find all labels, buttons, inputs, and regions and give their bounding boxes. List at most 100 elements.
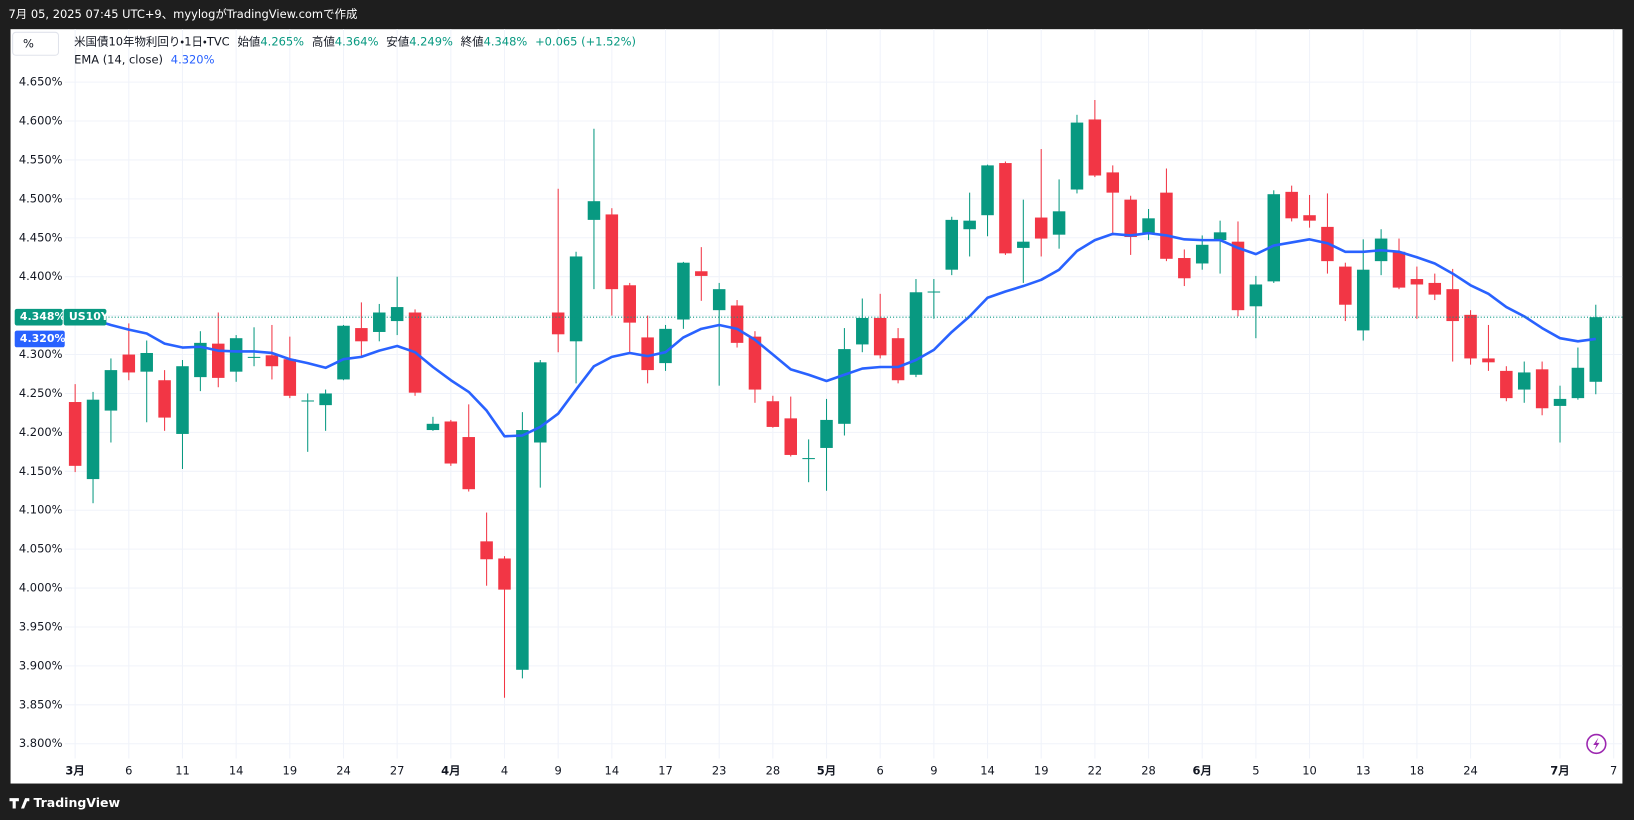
candle-body [1446, 289, 1459, 322]
x-tick-label: 6 [125, 764, 132, 778]
y-tick-label: 3.900% [19, 658, 63, 672]
x-tick-label: 19 [1034, 764, 1049, 778]
x-tick-label: 11 [175, 764, 190, 778]
legend-low-label: 安値 [386, 34, 409, 48]
candle-body [730, 305, 744, 343]
y-tick-label: 4.300% [19, 347, 63, 361]
candle-body [766, 401, 780, 427]
legend-ema: EMA (14, close) 4.320% [74, 52, 214, 66]
candle-body [569, 256, 583, 342]
x-tick-label: 19 [283, 764, 298, 778]
candle-body [337, 325, 350, 380]
x-tick-label: 7 [1610, 764, 1617, 778]
y-tick-label: 4.550% [19, 152, 63, 166]
candle-body [1267, 194, 1281, 282]
candle-body [1285, 191, 1298, 219]
candle-body [444, 421, 458, 464]
price-badge [14, 308, 63, 326]
candle-body [301, 400, 314, 402]
candle-body [534, 362, 547, 443]
candle-body [587, 201, 601, 220]
candle-body [1124, 199, 1137, 238]
x-tick-label: 23 [712, 764, 727, 778]
candle-body [158, 380, 171, 418]
candle-body [176, 366, 189, 434]
legend-low: 4.249% [409, 34, 453, 48]
candle-body [462, 437, 475, 490]
x-tick-label: 28 [766, 764, 781, 778]
x-tick-label: 14 [229, 764, 244, 778]
legend-open-label: 始値 [237, 34, 260, 48]
candle-body [945, 219, 959, 270]
x-tick-label: 14 [980, 764, 995, 778]
candle-body [1410, 279, 1424, 285]
candle-body [1142, 218, 1155, 234]
candle-body [1392, 251, 1406, 288]
price-badge-label: 4.348% [20, 310, 66, 323]
symbol-badge [63, 308, 107, 326]
candle-body [802, 458, 815, 460]
y-tick-label: 3.950% [19, 619, 63, 633]
y-tick-label: 4.050% [19, 542, 63, 556]
candle-body [677, 262, 690, 320]
lightning-icon[interactable] [1586, 733, 1607, 755]
y-tick-label: 4.000% [19, 581, 63, 595]
y-tick-label: 4.250% [19, 386, 63, 400]
candle-body [212, 343, 225, 378]
candle-body [498, 558, 511, 590]
candle-body [480, 541, 493, 560]
x-tick-label: 4 [501, 764, 508, 778]
brand-logo [9, 798, 30, 809]
candle-body [712, 289, 726, 311]
candle-body [820, 419, 833, 448]
overlay: % 米国債10年物利回り・1日・TVC 始値4.265% 高値4.364% 安値… [9, 31, 1617, 810]
candle-body [909, 292, 923, 375]
y-tick-label: 4.450% [19, 230, 63, 244]
candle-body [86, 399, 100, 480]
y-tick-label: 4.600% [19, 114, 63, 128]
candle-body [1231, 241, 1245, 311]
candle-body [695, 271, 708, 276]
x-tick-label: 22 [1088, 764, 1103, 778]
x-tick-label: 5 [1252, 764, 1259, 778]
candle-body [856, 317, 869, 345]
candle-body [1160, 192, 1173, 259]
x-tick-label: 24 [336, 764, 351, 778]
candle-body [1034, 217, 1048, 239]
plot-background [10, 29, 1623, 784]
x-tick-label: 9 [555, 764, 562, 778]
ema-badge [14, 330, 65, 348]
candle-body [122, 354, 136, 373]
candle-body [1339, 266, 1352, 305]
marks [64, 100, 1623, 698]
symbol-badge-label: US10Y [69, 310, 110, 323]
x-tick-label: 10 [1302, 764, 1317, 778]
y-tick-label: 4.150% [19, 464, 63, 478]
legend-main: 米国債10年物利回り・1日・TVC 始値4.265% 高値4.364% 安値4.… [74, 34, 636, 48]
ema-badge-label: 4.320% [20, 332, 66, 345]
candle-body [104, 370, 118, 411]
candle-body [1535, 369, 1549, 409]
y-tick-label: 4.200% [19, 425, 63, 439]
unit-button[interactable] [12, 31, 59, 56]
ema-last: 4.320% [171, 52, 215, 66]
candle-body [963, 220, 976, 230]
candle-body [784, 418, 797, 455]
candle-body [981, 165, 994, 216]
candle-body [1017, 241, 1030, 248]
brand: TradingView [33, 795, 120, 810]
y-tick-label: 4.100% [19, 503, 63, 517]
x-tick-label: 6月 [1192, 764, 1211, 778]
legend-change: +0.065 (+1.52%) [535, 34, 636, 48]
candle-body [283, 359, 297, 396]
candle-body [229, 338, 243, 372]
candle-body [68, 402, 82, 466]
x-tick-label: 3月 [65, 764, 84, 778]
candle-body [373, 312, 386, 332]
candle-body [516, 430, 529, 670]
x-tick-label: 6 [877, 764, 884, 778]
legend-open: 4.265% [260, 34, 304, 48]
unit-button-label[interactable]: % [23, 36, 34, 50]
x-tick-label: 14 [605, 764, 620, 778]
